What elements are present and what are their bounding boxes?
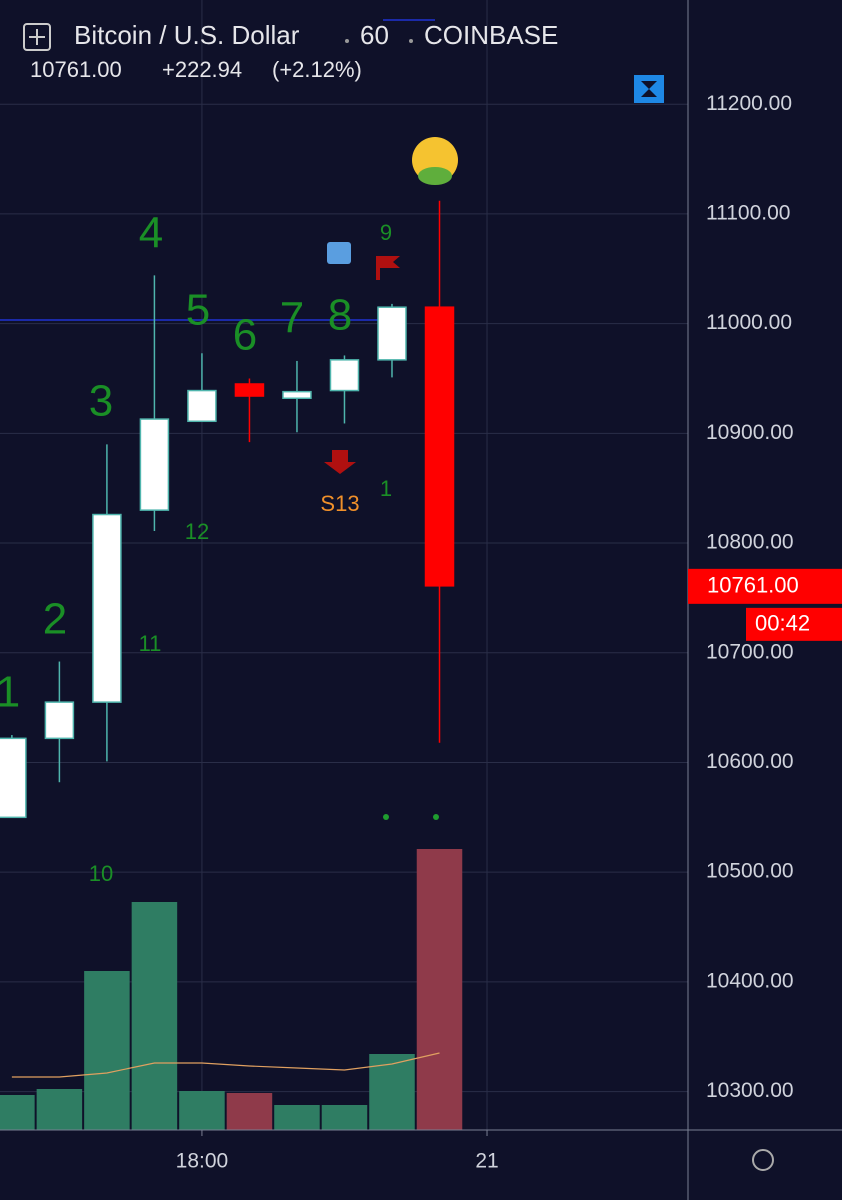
gear-icon [752,1149,774,1171]
volume-bar [131,902,178,1130]
volume-ma [11,1052,440,1078]
td-count: 6 [233,311,257,360]
candle-body [0,737,27,819]
volume-bar [84,971,130,1130]
y-tick-label: 10900.00 [706,421,794,444]
y-tick-label: 10700.00 [706,640,794,663]
countdown-tag [746,607,842,641]
volume-bar [0,1095,35,1130]
hide-icon [641,81,657,97]
candle-body [44,701,75,740]
y-tick-label: 11200.00 [706,92,792,115]
td-count: 7 [280,294,304,343]
candle-body [329,359,360,392]
candle-body [139,418,170,511]
volume-bar [321,1105,368,1130]
emoji-detail [418,167,452,185]
interval: 60 [360,20,389,50]
candle-body [92,513,122,703]
td-count: 4 [139,209,163,258]
change: +222.94 [162,57,242,82]
flag-icon [376,256,400,280]
price-tag-label: 10761.00 [707,573,799,598]
td-small: 1 [380,476,392,501]
add-icon [29,29,45,45]
y-tick-label: 10800.00 [706,531,794,554]
price-tag [688,568,842,604]
x-tick-label: 21 [475,1150,498,1173]
volume-bar [36,1089,83,1130]
dot-marker [433,814,439,820]
candle-body [187,389,217,423]
x-tick-label: 18:00 [176,1150,229,1173]
candle-body [282,390,312,399]
symbol: Bitcoin / U.S. Dollar [74,20,300,50]
td-count: 2 [43,595,67,644]
info-icon [327,242,351,264]
td-small: 12 [185,519,209,544]
td-count: 8 [328,291,352,340]
volume-bar [369,1054,415,1130]
signal-label: S13 [320,491,359,516]
settings-button[interactable] [752,1149,774,1171]
volume-bar [274,1105,320,1130]
add-button[interactable] [23,23,51,51]
volume-bar [416,849,463,1130]
td-count: 5 [186,286,210,335]
td-count: 3 [89,377,113,426]
countdown-label: 00:42 [755,611,810,636]
last-price: 10761.00 [30,57,122,82]
td-small: 9 [380,220,392,245]
td-small: 10 [89,861,113,886]
volume-bar [226,1093,273,1130]
td-count: 1 [0,668,20,717]
dot-marker [383,814,389,820]
y-tick-label: 11000.00 [706,311,792,334]
sell-arrow [324,450,356,474]
y-tick-label: 10300.00 [706,1079,794,1102]
y-tick-label: 10400.00 [706,969,794,992]
volume-bar [179,1091,225,1130]
y-tick-label: 10500.00 [706,860,794,883]
separator-dot [409,39,413,43]
candle-body [424,306,455,587]
change-percent: (+2.12%) [272,57,362,82]
y-tick-label: 11100.00 [706,201,790,224]
candle-body [234,383,265,397]
exchange: COINBASE [424,20,558,50]
td-small: 11 [139,631,162,656]
separator-dot [345,39,349,43]
candle-body [377,306,407,361]
y-tick-label: 10600.00 [706,750,794,773]
